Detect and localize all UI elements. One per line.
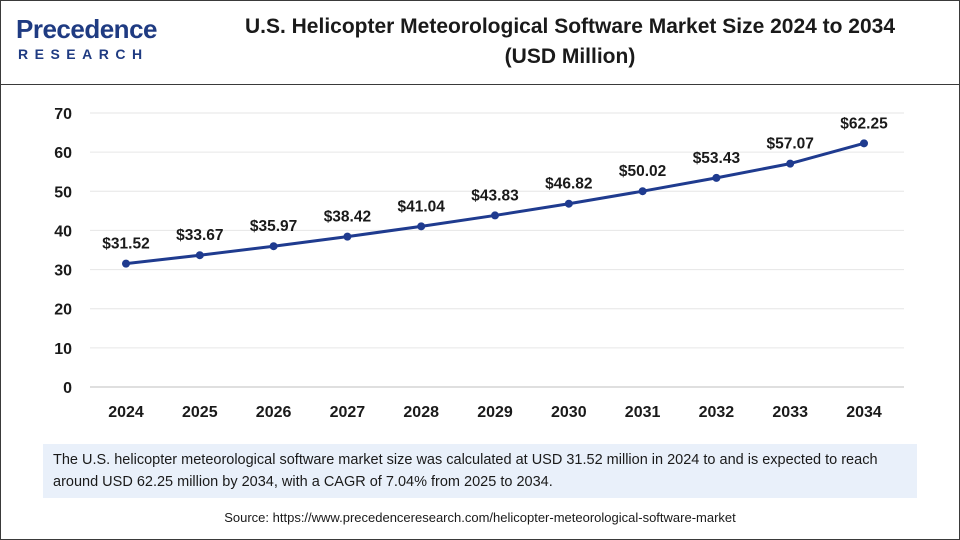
- header: Precedence RESEARCH U.S. Helicopter Mete…: [0, 0, 960, 85]
- data-label: $57.07: [766, 136, 813, 153]
- y-tick-label: 40: [54, 223, 72, 240]
- data-label: $62.25: [840, 115, 888, 132]
- x-tick-label: 2027: [330, 404, 366, 421]
- y-tick-label: 20: [54, 302, 72, 319]
- brand-logo: Precedence RESEARCH: [16, 14, 166, 70]
- chart-title-line-2: (USD Million): [504, 45, 636, 68]
- x-tick-label: 2025: [182, 404, 218, 421]
- data-label: $38.42: [324, 209, 371, 226]
- data-point: [860, 139, 868, 148]
- source-note: Source: https://www.precedenceresearch.c…: [224, 510, 736, 525]
- x-tick-label: 2034: [846, 404, 882, 421]
- data-label: $33.67: [176, 227, 223, 244]
- y-tick-label: 60: [54, 145, 72, 162]
- x-tick-label: 2032: [699, 404, 735, 421]
- data-point: [638, 187, 647, 196]
- data-point: [786, 159, 795, 168]
- data-point: [195, 251, 204, 260]
- x-tick-label: 2026: [256, 404, 292, 421]
- x-tick-label: 2031: [625, 404, 661, 421]
- chart-title-line-1: U.S. Helicopter Meteorological Software …: [244, 15, 896, 38]
- x-tick-label: 2030: [551, 404, 587, 421]
- data-point: [564, 199, 573, 208]
- y-tick-label: 10: [54, 341, 72, 358]
- data-point: [269, 242, 278, 251]
- y-tick-label: 70: [54, 106, 72, 123]
- chart-title: U.S. Helicopter Meteorological Software …: [190, 12, 950, 72]
- y-tick-label: 30: [54, 263, 72, 280]
- data-label: $50.02: [619, 163, 666, 180]
- summary-box: The U.S. helicopter meteorological softw…: [43, 444, 917, 498]
- data-point: [122, 259, 130, 268]
- x-tick-label: 2024: [108, 404, 144, 421]
- data-label: $35.97: [250, 218, 297, 235]
- data-label: $46.82: [545, 176, 592, 193]
- x-tick-label: 2033: [772, 404, 808, 421]
- y-tick-label: 0: [63, 380, 72, 397]
- summary-text: The U.S. helicopter meteorological softw…: [53, 452, 878, 490]
- data-label: $43.83: [471, 187, 519, 204]
- data-label: $41.04: [397, 198, 445, 215]
- data-label: $31.52: [102, 236, 149, 253]
- data-point: [343, 232, 352, 241]
- logo-subtitle: RESEARCH: [18, 46, 149, 62]
- y-tick-label: 50: [54, 184, 72, 201]
- data-label: $53.43: [693, 150, 741, 167]
- data-point: [417, 222, 426, 231]
- data-point: [712, 173, 721, 182]
- logo-wordmark: Precedence: [16, 14, 157, 44]
- x-tick-label: 2028: [403, 404, 439, 421]
- data-point: [491, 211, 499, 220]
- x-tick-label: 2029: [477, 404, 513, 421]
